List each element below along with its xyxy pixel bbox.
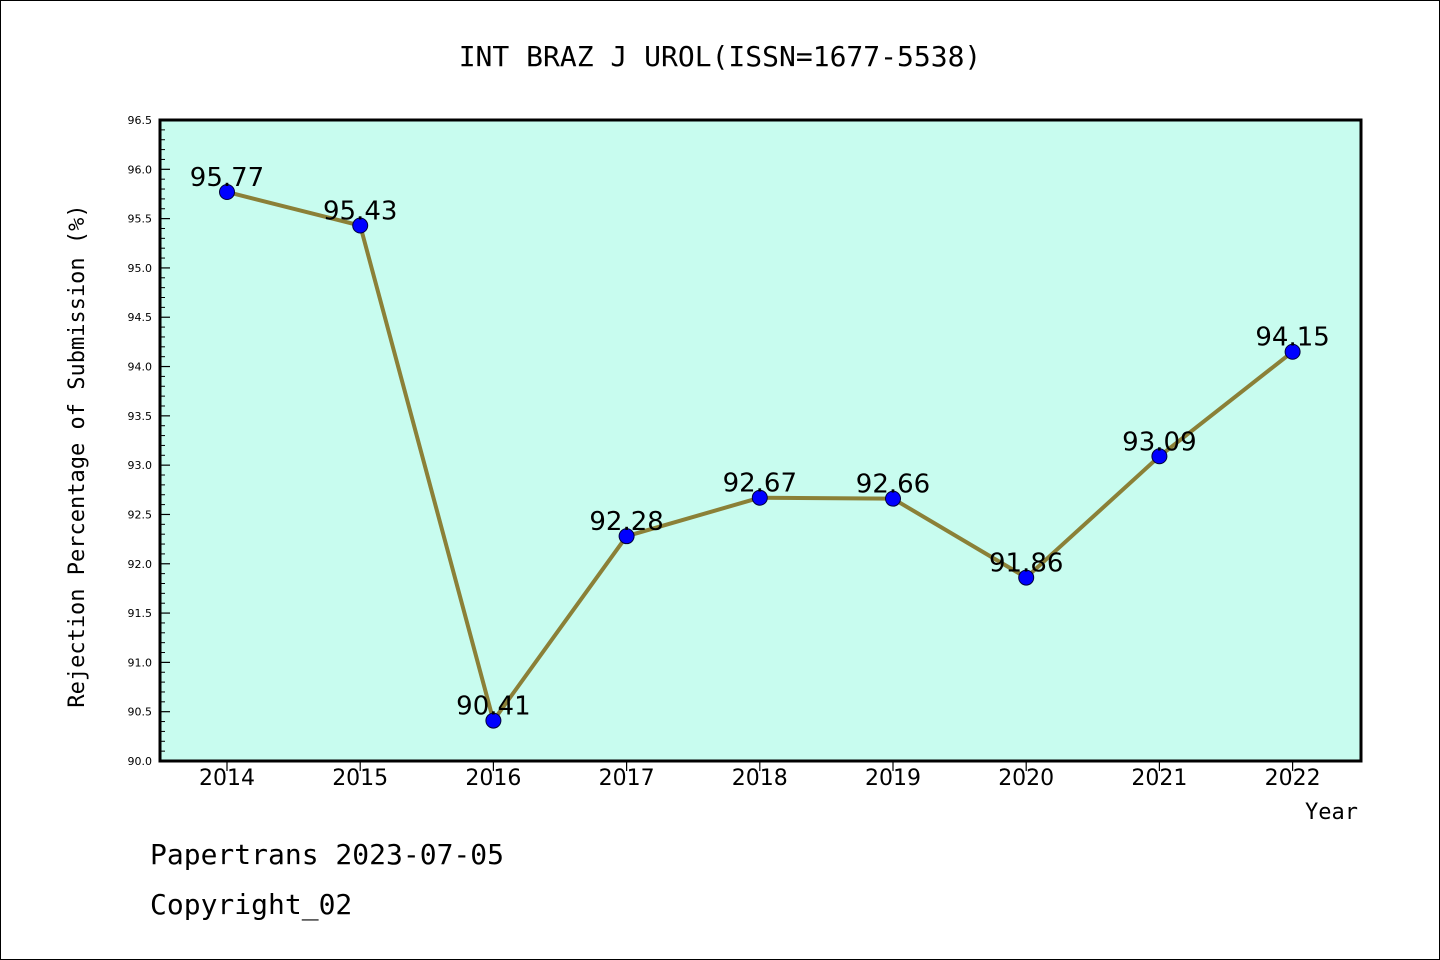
x-tick-label: 2016 xyxy=(465,766,521,791)
y-tick-label: 92.0 xyxy=(128,558,153,571)
data-point xyxy=(618,528,635,545)
y-tick-label: 90.0 xyxy=(128,755,153,768)
footer-copyright: Copyright_02 xyxy=(150,888,352,922)
data-point xyxy=(352,217,369,234)
y-axis-label: Rejection Percentage of Submission (%) xyxy=(65,204,90,707)
y-tick-label: 94.5 xyxy=(128,311,153,324)
data-label: 90.41 xyxy=(456,692,530,722)
data-label: 94.15 xyxy=(1255,323,1329,353)
x-axis-label: Year xyxy=(1305,800,1358,825)
plot-border xyxy=(158,118,1363,763)
y-axis: 90.0 90.5 91.0 91.5 92.0 92.5 93.0 93.5 94.0 94.5… xyxy=(128,114,170,768)
data-point xyxy=(219,183,235,200)
data-label: 93.09 xyxy=(1122,427,1196,457)
y-tick-label: 92.5 xyxy=(128,508,153,521)
x-tick-label: 2021 xyxy=(1131,766,1187,791)
x-tick-label: 2018 xyxy=(732,766,788,791)
x-axis: 2014 2015 2016 2017 2018 2019 2020 2021 2022 xyxy=(199,761,1321,791)
y-tick-label: 96.5 xyxy=(128,114,153,127)
y-tick-label: 93.0 xyxy=(128,459,153,472)
data-points xyxy=(219,183,1301,729)
data-label: 95.43 xyxy=(323,197,397,227)
y-tick-label: 91.0 xyxy=(128,656,153,669)
data-label: 95.77 xyxy=(190,163,264,193)
footer-date: Papertrans 2023-07-05 xyxy=(150,838,504,871)
data-point xyxy=(751,489,768,506)
data-label: 92.28 xyxy=(589,507,663,537)
y-tick-label: 90.5 xyxy=(128,706,153,719)
data-point xyxy=(1151,448,1168,465)
data-point xyxy=(485,712,502,729)
data-point xyxy=(1018,569,1035,586)
y-tick-label: 96.0 xyxy=(128,163,153,176)
data-label: 92.66 xyxy=(856,470,930,500)
x-tick-label: 2017 xyxy=(599,766,655,791)
y-tick-label: 95.5 xyxy=(128,213,153,226)
y-tick-label: 93.5 xyxy=(128,410,153,423)
data-label: 91.86 xyxy=(989,549,1063,579)
x-tick-label: 2022 xyxy=(1265,766,1321,791)
x-tick-label: 2020 xyxy=(998,766,1054,791)
y-tick-label: 95.0 xyxy=(128,262,153,275)
data-label: 92.67 xyxy=(723,469,797,499)
data-point xyxy=(1284,343,1301,360)
chart-title: INT BRAZ J UROL(ISSN=1677-5538) xyxy=(459,40,982,73)
data-point xyxy=(885,490,901,507)
data-labels: 95.77 95.43 90.41 92.28 92.67 92.66 91.86 93.09… xyxy=(190,163,1330,722)
y-tick-label: 91.5 xyxy=(128,607,153,620)
x-tick-label: 2014 xyxy=(199,766,255,791)
x-tick-label: 2019 xyxy=(865,766,921,791)
x-tick-label: 2015 xyxy=(332,766,388,791)
y-tick-label: 94.0 xyxy=(128,361,153,374)
